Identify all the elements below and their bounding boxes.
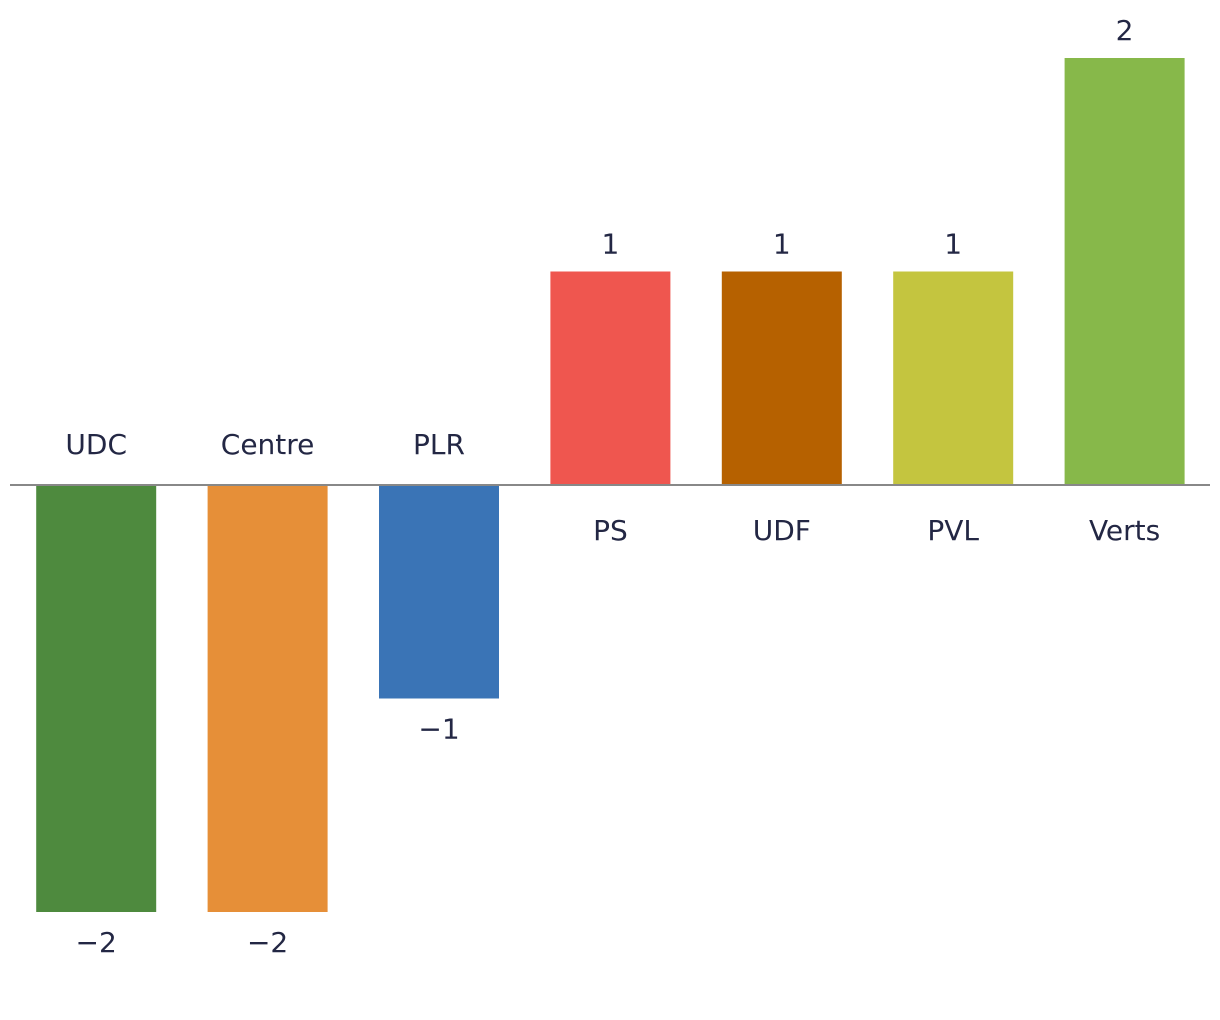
- value-label-plr: −1: [418, 713, 459, 746]
- value-label-centre: −2: [247, 926, 288, 959]
- bar-plr: [379, 485, 499, 699]
- bar-verts: [1064, 58, 1185, 485]
- value-label-udc: −2: [76, 926, 117, 959]
- category-label-verts: Verts: [1089, 514, 1160, 547]
- bar-udf: [721, 271, 842, 485]
- category-label-udc: UDC: [65, 428, 127, 461]
- value-label-udf: 1: [773, 228, 791, 261]
- value-label-ps: 1: [601, 228, 619, 261]
- category-label-pvl: PVL: [927, 514, 979, 547]
- value-label-verts: 2: [1116, 14, 1134, 47]
- category-label-plr: PLR: [413, 428, 465, 461]
- labels-layer: −2 UDC −2 Centre −1 PLR 1 PS 1 UDF 1 PVL 2 Verts: [65, 14, 1160, 959]
- category-label-centre: Centre: [221, 428, 315, 461]
- bars-layer: [36, 58, 1185, 912]
- bar-udc: [36, 485, 157, 912]
- category-label-ps: PS: [593, 514, 628, 547]
- bar-pvl: [893, 271, 1014, 485]
- bar-ps: [550, 271, 671, 485]
- value-label-pvl: 1: [944, 228, 962, 261]
- category-label-udf: UDF: [753, 514, 811, 547]
- bar-centre: [207, 485, 328, 912]
